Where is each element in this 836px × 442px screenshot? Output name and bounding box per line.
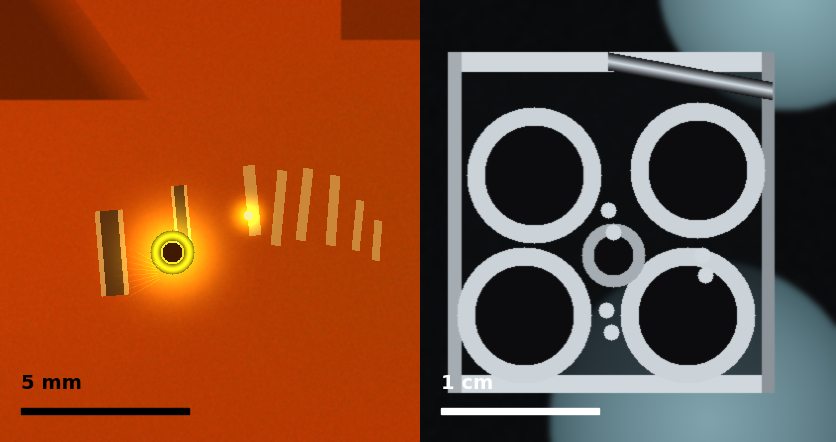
Bar — [21, 408, 189, 414]
Bar — [441, 408, 599, 414]
Text: 5 mm: 5 mm — [21, 374, 82, 393]
Text: 1 cm: 1 cm — [441, 374, 492, 393]
